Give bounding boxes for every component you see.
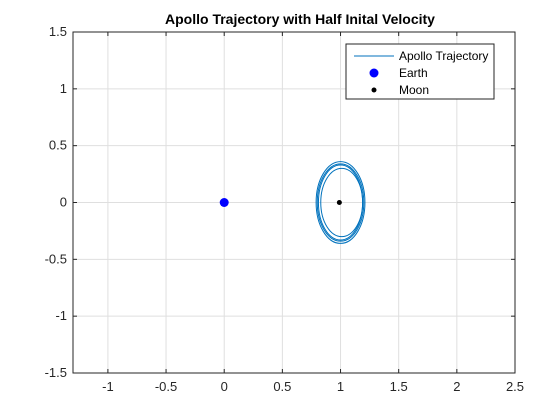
y-tick-label: 1 (60, 81, 67, 96)
y-tick-label: -1 (55, 308, 67, 323)
y-tick-label: 0.5 (49, 138, 67, 153)
x-tick-label: 1.5 (390, 379, 408, 394)
chart-title: Apollo Trajectory with Half Inital Veloc… (165, 11, 435, 27)
x-tick-label: -1 (102, 379, 114, 394)
x-tick-label: 2.5 (506, 379, 524, 394)
legend-label: Apollo Trajectory (399, 49, 488, 63)
earth-marker (220, 198, 229, 207)
y-tick-label: -0.5 (45, 251, 67, 266)
x-tick-label: 2 (453, 379, 460, 394)
y-tick-label: 0 (60, 195, 67, 210)
legend-label: Earth (399, 66, 428, 80)
y-tick-label: 1.5 (49, 24, 67, 39)
legend-swatch-moon (372, 88, 377, 93)
moon-marker (337, 200, 342, 205)
legend-label: Moon (399, 83, 429, 97)
x-tick-label: 1 (337, 379, 344, 394)
legend-swatch-earth (370, 69, 379, 78)
x-tick-label: -0.5 (155, 379, 177, 394)
x-tick-label: 0.5 (273, 379, 291, 394)
x-tick-label: 0 (221, 379, 228, 394)
legend: Apollo Trajectory Earth Moon (346, 44, 494, 99)
y-tick-label: -1.5 (45, 365, 67, 380)
